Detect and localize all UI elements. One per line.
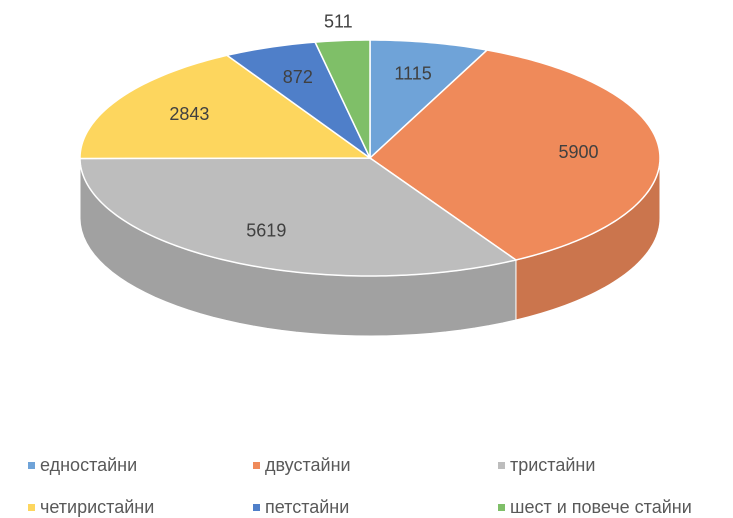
- legend-label: едностайни: [40, 455, 137, 475]
- legend-marker: [28, 462, 35, 469]
- legend-marker: [498, 462, 505, 469]
- pie-slice: [368, 49, 661, 261]
- pie-slice: [313, 39, 371, 159]
- legend-label: шест и повече стайни: [510, 497, 692, 517]
- legend-marker: [253, 504, 260, 511]
- data-label: 872: [283, 67, 313, 87]
- legend-marker: [253, 462, 260, 469]
- pie-slice: [79, 157, 518, 277]
- pie-slice: [369, 39, 489, 160]
- pie-slice: [79, 54, 373, 160]
- data-label: 5619: [246, 220, 286, 240]
- data-label: 5900: [558, 142, 598, 162]
- data-label: 511: [324, 12, 353, 32]
- data-label: 2843: [169, 104, 209, 124]
- data-label: 1115: [394, 64, 431, 84]
- pie-slice: [225, 41, 372, 161]
- legend-label: двустайни: [265, 455, 351, 475]
- legend-marker: [498, 504, 505, 511]
- legend-label: четиристайни: [40, 497, 154, 517]
- legend-label: петстайни: [265, 497, 349, 517]
- legend-label: тристайни: [510, 455, 595, 475]
- legend-marker: [28, 504, 35, 511]
